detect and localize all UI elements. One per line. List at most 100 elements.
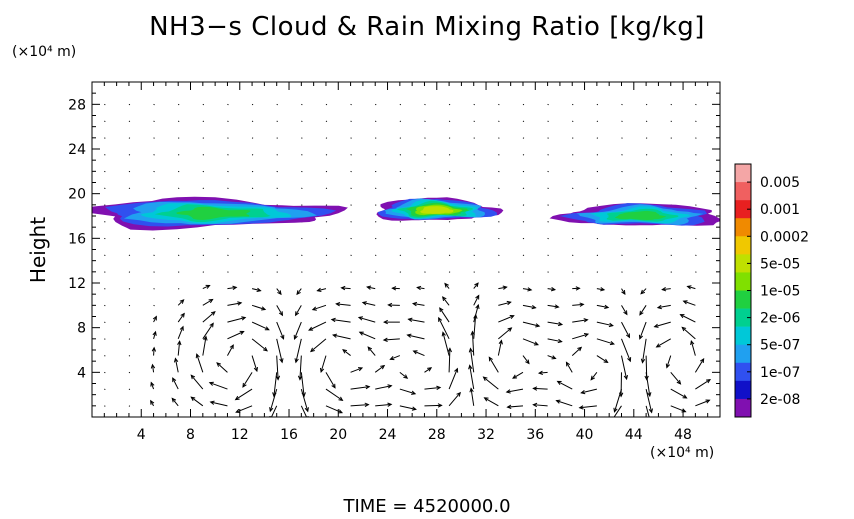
wind-vector <box>104 187 106 190</box>
wind-vector-head <box>454 367 459 373</box>
wind-vector-head <box>679 314 685 319</box>
wind-vector <box>128 355 131 357</box>
wind-vector-head <box>447 347 452 353</box>
wind-vector <box>128 154 131 156</box>
wind-vector <box>399 405 416 410</box>
wind-vector <box>336 303 351 306</box>
wind-vector-head <box>203 335 208 341</box>
wind-vector <box>399 221 402 223</box>
wind-vector-head <box>705 379 711 384</box>
wind-vector <box>301 254 303 257</box>
wind-vector <box>153 271 155 273</box>
wind-vector <box>572 204 574 206</box>
wind-vector <box>547 170 549 173</box>
wind-vector <box>498 137 500 139</box>
wind-vector-head <box>342 349 348 354</box>
wind-vector <box>522 137 525 139</box>
wind-vector <box>670 372 681 385</box>
wind-vector <box>656 338 671 348</box>
wind-vector <box>104 120 106 123</box>
wind-vector <box>484 397 499 407</box>
wind-vector <box>301 187 303 190</box>
wind-vector <box>276 237 278 240</box>
wind-vector <box>251 237 254 240</box>
wind-vector <box>448 221 451 223</box>
wind-vector-head <box>686 285 692 290</box>
wind-vector-head <box>391 286 397 291</box>
wind-vector-head <box>366 285 372 290</box>
wind-vector <box>695 120 697 123</box>
wind-vector <box>294 321 302 340</box>
wind-vector-head <box>665 363 670 369</box>
wind-vector <box>104 271 106 273</box>
wind-vector-head <box>411 406 417 411</box>
wind-vector <box>177 299 184 306</box>
wind-vector <box>695 379 711 390</box>
wind-vector-head <box>263 346 268 352</box>
wind-vector <box>596 154 599 156</box>
wind-vector <box>227 137 229 139</box>
wind-vector <box>442 332 450 356</box>
plot-frame <box>91 81 721 418</box>
wind-vector <box>448 103 451 106</box>
colorbar-swatch <box>735 164 751 183</box>
wind-vector <box>210 401 228 407</box>
wind-vector <box>350 367 363 373</box>
wind-vector-head <box>554 304 560 309</box>
wind-vector <box>470 388 475 406</box>
wind-vector-head <box>152 315 157 321</box>
wind-vector-head <box>577 346 583 352</box>
wind-vector <box>448 187 451 190</box>
x-tick-label: 12 <box>231 427 249 443</box>
wind-vector <box>547 271 549 273</box>
y-tick-label: 28 <box>68 97 86 113</box>
wind-vector-head <box>640 289 646 295</box>
axis-ticks <box>92 81 721 417</box>
wind-vector <box>251 120 254 123</box>
wind-vector <box>350 271 352 273</box>
wind-vector-head <box>438 316 443 322</box>
wind-vector <box>572 319 588 323</box>
wind-vector-head <box>565 361 571 367</box>
wind-vector <box>695 271 697 273</box>
wind-vector <box>424 137 426 139</box>
wind-vector-head <box>387 384 393 389</box>
wind-vector <box>539 371 548 374</box>
wind-vector <box>104 371 106 374</box>
wind-vector-head <box>150 381 155 387</box>
wind-vector <box>640 288 647 295</box>
wind-vector <box>399 271 402 273</box>
wind-vector <box>251 355 258 372</box>
wind-vector <box>202 271 205 273</box>
wind-vector <box>473 221 475 223</box>
colorbar-label: 0.005 <box>760 175 800 191</box>
wind-vector <box>448 368 458 390</box>
wind-vector <box>448 137 451 139</box>
wind-vector-head <box>474 282 479 288</box>
wind-vector-head <box>209 400 215 405</box>
wind-vector <box>424 154 426 156</box>
wind-vector <box>202 170 205 173</box>
wind-vector-head <box>639 310 644 316</box>
wind-vector <box>399 237 402 240</box>
wind-vector <box>104 288 106 290</box>
wind-vector <box>438 317 450 340</box>
wind-vector <box>596 321 613 327</box>
wind-vector <box>300 405 308 417</box>
wind-vector-head <box>383 319 389 325</box>
wind-vector-head <box>653 323 659 328</box>
wind-vector-head <box>578 405 584 410</box>
wind-vector <box>695 154 697 156</box>
wind-vector <box>276 355 279 380</box>
wind-vector-head <box>195 353 200 359</box>
wind-vector-head <box>264 326 270 331</box>
wind-vector-head <box>380 364 386 370</box>
wind-vector-head <box>151 346 157 352</box>
colorbar-swatch <box>735 272 751 291</box>
wind-vector <box>202 299 213 306</box>
wind-vector <box>374 271 377 273</box>
wind-vector <box>497 340 502 356</box>
wind-vector <box>670 154 672 156</box>
wind-vector <box>242 372 253 388</box>
wind-vector <box>350 204 352 206</box>
